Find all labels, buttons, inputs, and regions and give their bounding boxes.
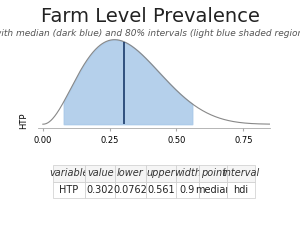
Y-axis label: HTP: HTP	[19, 112, 28, 128]
Text: with median (dark blue) and 80% intervals (light blue shaded region): with median (dark blue) and 80% interval…	[0, 29, 300, 38]
Text: Farm Level Prevalence: Farm Level Prevalence	[40, 7, 260, 26]
